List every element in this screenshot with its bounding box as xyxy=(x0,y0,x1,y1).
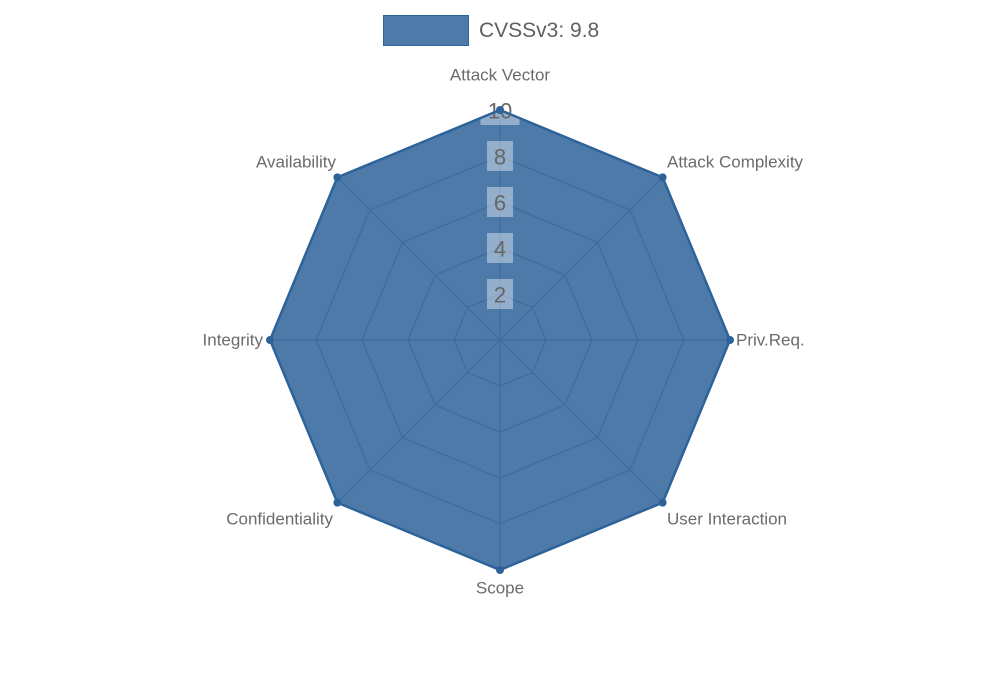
chart-legend[interactable]: CVSSv3: 9.8 xyxy=(383,15,599,46)
tick-label: 2 xyxy=(494,283,506,308)
tick-label: 4 xyxy=(494,237,506,262)
axis-label-priv-req: Priv.Req. xyxy=(736,331,805,350)
tick-label: 6 xyxy=(494,191,506,216)
axis-label-attack-complexity: Attack Complexity xyxy=(667,153,804,172)
legend-label: CVSSv3: 9.8 xyxy=(479,18,600,42)
vertex-marker xyxy=(333,173,342,182)
radar-fill-polygon xyxy=(270,110,730,570)
vertex-marker xyxy=(496,106,504,114)
radar-axis-labels: Attack Vector Attack Complexity Priv.Req. U… xyxy=(203,66,805,598)
axis-label-user-interaction: User Interaction xyxy=(667,510,787,529)
tick-backdrop xyxy=(487,279,513,309)
axis-label-availability: Availability xyxy=(256,153,337,172)
axis-label-confidentiality: Confidentiality xyxy=(226,510,333,529)
vertex-marker xyxy=(266,336,274,344)
tick-backdrop xyxy=(487,187,513,217)
axis-label-integrity: Integrity xyxy=(203,331,264,350)
vertex-marker xyxy=(333,498,342,507)
vertex-marker xyxy=(658,498,667,507)
axis-label-attack-vector: Attack Vector xyxy=(450,66,550,85)
tick-backdrop xyxy=(487,233,513,263)
vertex-marker xyxy=(496,566,504,574)
vertex-marker xyxy=(726,336,734,344)
tick-label: 8 xyxy=(494,145,506,170)
tick-backdrop xyxy=(487,141,513,171)
vertex-marker xyxy=(658,173,667,182)
axis-label-scope: Scope xyxy=(476,579,524,598)
legend-swatch xyxy=(383,15,469,46)
